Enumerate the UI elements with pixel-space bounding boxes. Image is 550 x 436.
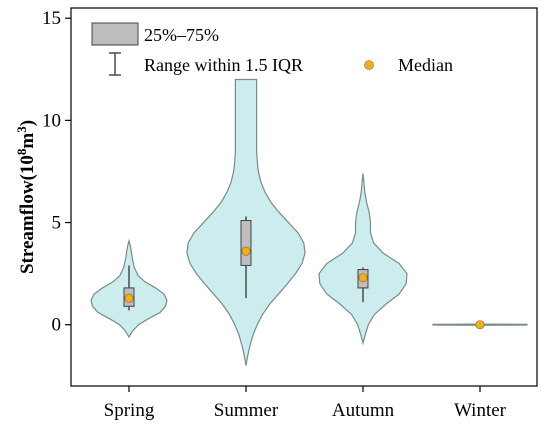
violins-layer: [90, 78, 528, 366]
y-tick-label-5: 5: [52, 213, 62, 234]
legend-whisker-label: Range within 1.5 IQR: [144, 55, 303, 75]
y-axis-label-end: ): [17, 120, 38, 126]
median-marker-spring: [124, 293, 134, 303]
legend-whisker-icon: [109, 52, 121, 76]
x-tick-label-spring: Spring: [104, 400, 155, 421]
legend-box-label: 25%–75%: [144, 25, 219, 45]
plot-frame: [70, 7, 538, 387]
violin-autumn: [318, 173, 408, 346]
y-axis-label-mid: m: [17, 133, 38, 149]
legend: 25%–75% Range within 1.5 IQR Median: [91, 22, 453, 76]
x-tick-label-summer: Summer: [214, 400, 279, 421]
y-tick-label-10: 10: [42, 110, 61, 131]
y-axis-label-sup1: 8: [14, 148, 29, 155]
legend-median-label: Median: [398, 55, 453, 75]
x-tick-label-winter: Winter: [454, 400, 507, 421]
y-axis-label: Streamflow(108m3): [14, 120, 38, 274]
boxes-layer: [123, 216, 485, 330]
median-marker-summer: [241, 246, 251, 256]
x-axis: Spring Summer Autumn Winter: [104, 386, 507, 421]
y-axis: 0 5 10 15: [42, 8, 71, 336]
y-tick-label-0: 0: [52, 315, 62, 336]
median-marker-autumn: [358, 273, 368, 283]
legend-box-swatch: [91, 22, 139, 46]
median-marker-winter: [475, 320, 485, 330]
y-axis-label-sup2: 3: [14, 126, 29, 133]
legend-median-marker: [364, 60, 374, 70]
x-tick-label-autumn: Autumn: [332, 400, 395, 421]
y-axis-label-main: Streamflow(10: [17, 155, 38, 274]
y-tick-label-15: 15: [42, 8, 61, 29]
iqr-box-summer: [240, 219, 252, 266]
